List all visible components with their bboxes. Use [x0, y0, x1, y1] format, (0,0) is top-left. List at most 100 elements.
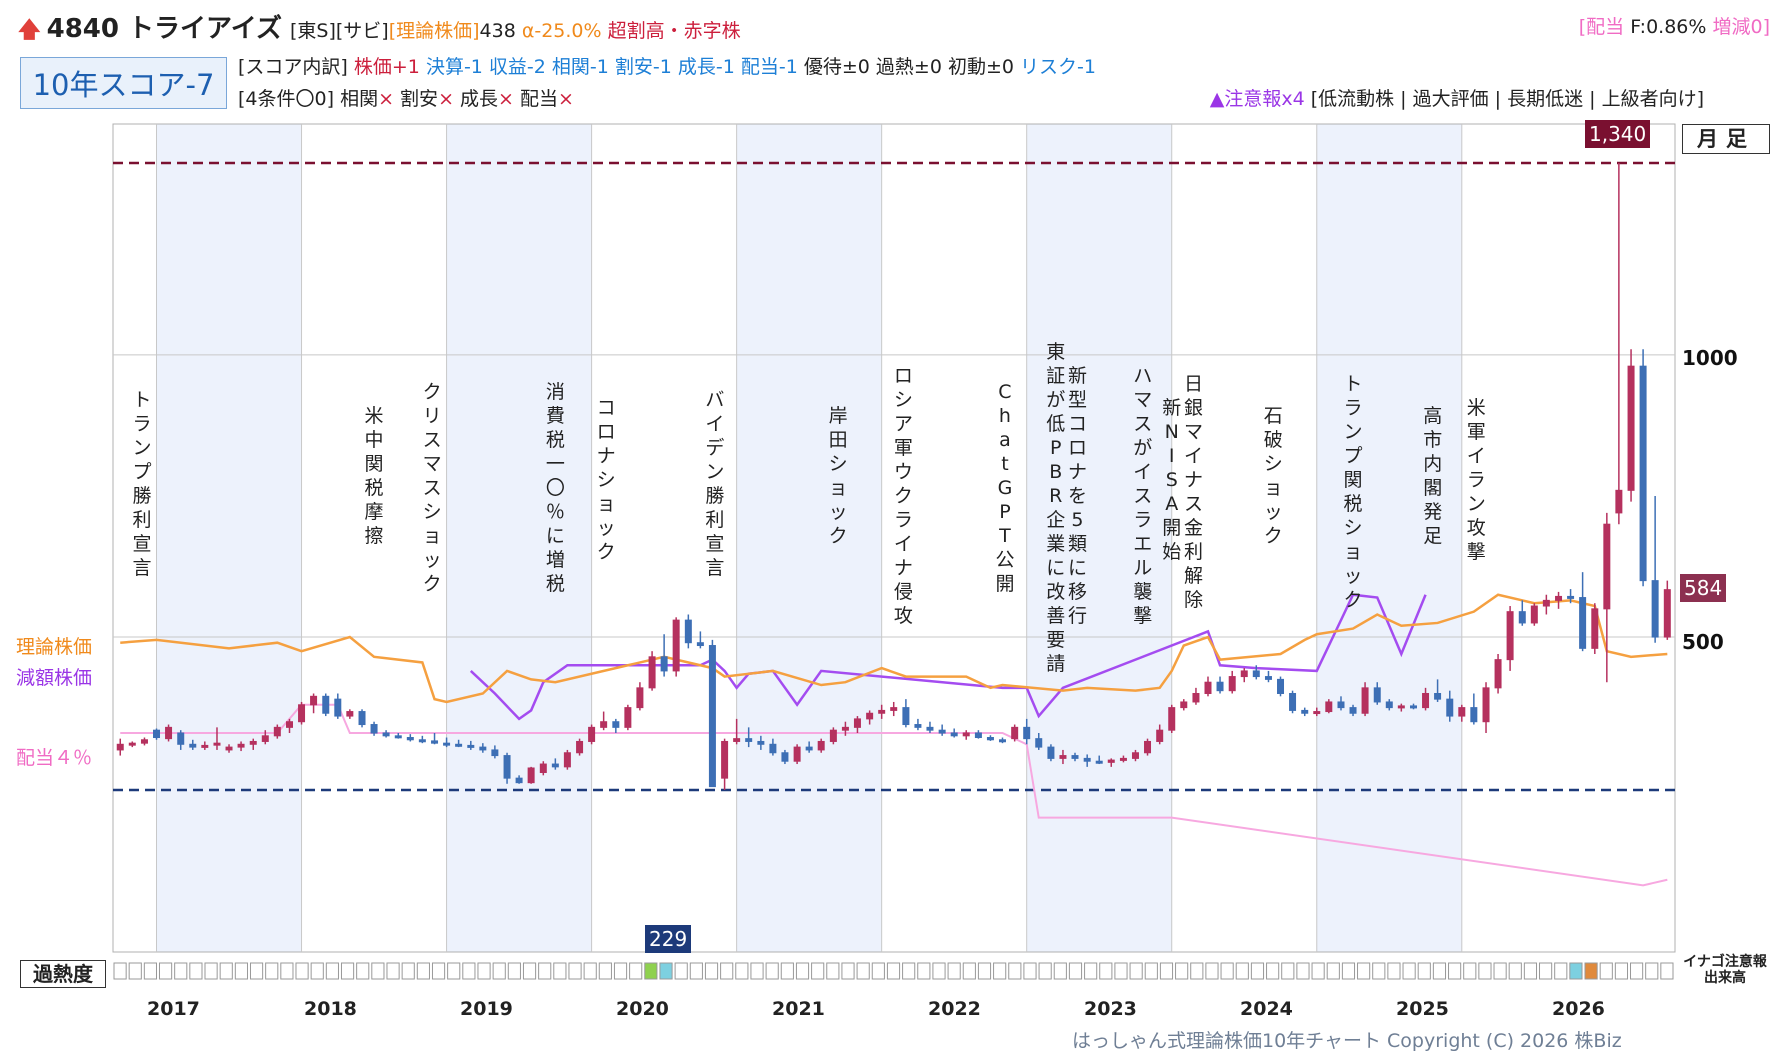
heat-cell — [1357, 962, 1371, 980]
candle-down — [986, 737, 994, 741]
heat-cell — [1235, 962, 1249, 980]
candle-down — [515, 777, 523, 784]
candle-up — [346, 711, 354, 717]
dividend-info: [配当 F:0.86% 増減0] — [1579, 12, 1770, 39]
candle-up — [261, 735, 269, 742]
candle-down — [382, 732, 390, 737]
heat-cell — [1569, 962, 1583, 980]
candle-up — [636, 687, 644, 709]
candle-down — [1385, 701, 1393, 709]
candle-up — [1542, 599, 1550, 607]
year-2024: 2024 — [1240, 998, 1293, 1020]
candle-down — [358, 711, 366, 726]
condition-correlation: 相関 — [340, 88, 379, 110]
heat-cell — [280, 962, 294, 980]
heat-cell — [1114, 962, 1128, 980]
heat-cell — [1660, 962, 1674, 980]
candle-up — [1313, 711, 1321, 715]
candle-up — [841, 726, 849, 731]
candle-down — [1579, 597, 1587, 649]
score-breakdown: [スコア内訳] 株価+1 決算-1 収益-2 相関-1 割安-1 成長-1 配当… — [238, 52, 1096, 79]
candle-up — [1325, 701, 1333, 713]
candle-down — [684, 619, 692, 644]
heat-cell — [143, 962, 157, 980]
inago-text: イナゴ注意報 — [1683, 954, 1767, 970]
candle-up — [817, 740, 825, 751]
breakdown-negatives: 決算-1 収益-2 相関-1 割安-1 成長-1 配当-1 — [425, 56, 798, 78]
candle-up — [1506, 611, 1514, 661]
heat-cell — [1068, 962, 1083, 980]
candle-up — [249, 740, 257, 745]
candle-down — [491, 749, 499, 757]
heat-cell — [856, 962, 870, 980]
year-2020: 2020 — [616, 998, 669, 1020]
candle-up — [1192, 692, 1200, 703]
candle-down — [1301, 709, 1309, 714]
candle-down — [370, 724, 378, 734]
candle-up — [128, 742, 136, 746]
candle-up — [1615, 489, 1623, 514]
heat-cell — [1630, 962, 1644, 980]
year-2023: 2023 — [1084, 998, 1137, 1020]
heat-cell — [1523, 962, 1538, 980]
candle-down — [1071, 755, 1079, 759]
heat-cell — [568, 962, 582, 980]
candle-up — [793, 746, 801, 762]
heat-cell — [1614, 962, 1629, 980]
heat-cell — [1402, 962, 1416, 980]
candle-down — [334, 698, 342, 717]
candle-up — [878, 709, 886, 714]
heat-cell — [356, 962, 370, 980]
heat-cell — [1084, 962, 1098, 980]
breakdown-label: [スコア内訳] — [238, 56, 348, 78]
score-box: 10年スコア-7 — [20, 57, 227, 109]
candle-up — [1180, 701, 1188, 709]
candle-down — [406, 737, 414, 741]
candle-up — [213, 742, 221, 746]
heat-cell — [174, 962, 188, 980]
heat-cell — [1645, 962, 1659, 980]
candle-up — [165, 726, 173, 740]
candle-down — [769, 743, 777, 754]
candle-up — [1107, 759, 1115, 763]
theory-price-label: [理論株価] — [388, 20, 480, 42]
legend-theory: 理論株価 — [16, 636, 93, 658]
heat-cell — [416, 962, 430, 980]
heat-cell — [962, 962, 976, 980]
candle-up — [1156, 729, 1164, 742]
candle-down — [974, 732, 982, 739]
event-label: 高市内閣発足 — [1423, 405, 1442, 547]
heat-cell — [902, 962, 916, 980]
heat-label: 過熱度 — [20, 960, 106, 988]
candle-down — [418, 739, 426, 743]
heat-cell — [371, 962, 385, 980]
heat-cell — [1432, 962, 1447, 980]
heat-cell — [447, 962, 461, 980]
up-arrow-icon: 🡅 — [18, 18, 41, 43]
cross-icon: × — [558, 88, 574, 110]
candle-down — [1470, 707, 1478, 723]
candle-up — [1131, 752, 1139, 759]
candle-up — [853, 718, 861, 728]
candle-up — [866, 712, 874, 720]
breakdown-neutral: 優待±0 過熱±0 初動±0 — [803, 56, 1014, 78]
heat-cell — [462, 962, 476, 980]
cross-icon: × — [378, 88, 394, 110]
candle-down — [938, 729, 946, 734]
heat-cell — [917, 962, 931, 980]
heat-cell — [431, 962, 446, 980]
candle-up — [890, 707, 898, 711]
heat-cell — [977, 962, 992, 980]
candle-down — [745, 738, 753, 742]
candle-up — [1144, 740, 1152, 754]
heat-cell — [538, 962, 552, 980]
y-tick-500: 500 — [1682, 630, 1724, 654]
candle-up — [1555, 595, 1563, 601]
heat-cell — [1129, 962, 1143, 980]
heat-cell — [265, 962, 279, 980]
candle-down — [781, 752, 789, 762]
heat-cell — [583, 962, 597, 980]
legend-dividend: 配当４％ — [16, 747, 93, 769]
heat-cell — [1296, 962, 1310, 980]
